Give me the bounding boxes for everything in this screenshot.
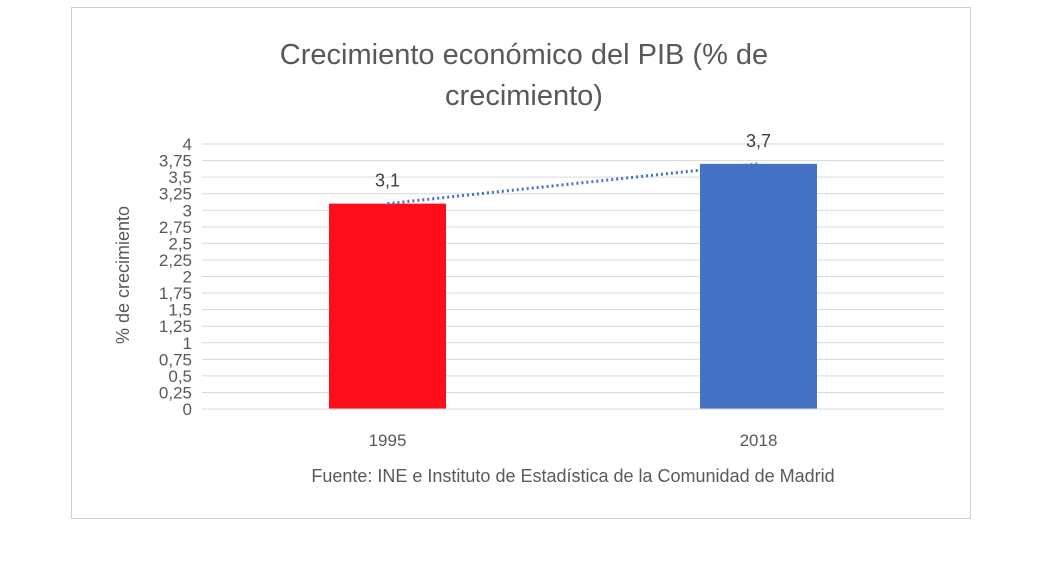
y-tick-label: 4 <box>183 135 192 154</box>
y-tick-label: 0,75 <box>159 350 192 369</box>
y-tick-label: 1,5 <box>168 301 192 320</box>
y-tick-label: 2,5 <box>168 234 192 253</box>
y-axis-title: % de crecimiento <box>113 206 133 344</box>
chart-svg: Crecimiento económico del PIB (% de crec… <box>113 39 944 486</box>
bar-1995 <box>329 203 446 409</box>
y-tick-label: 2,75 <box>159 218 192 237</box>
y-tick-label: 3,5 <box>168 168 192 187</box>
data-label-2018: 3,7 <box>746 131 771 151</box>
y-tick-label: 3,25 <box>159 185 192 204</box>
y-axis-tick-labels: 00,250,50,7511,251,51,7522,252,52,7533,2… <box>159 135 192 419</box>
gridlines <box>202 143 944 393</box>
chart-title-line-1: Crecimiento económico del PIB (% de <box>280 39 768 71</box>
y-tick-label: 1,75 <box>159 284 192 303</box>
x-axis-tick-labels: 1995 2018 <box>369 431 778 450</box>
source-note: Fuente: INE e Instituto de Estadística d… <box>311 466 834 486</box>
trendline-group <box>387 162 759 206</box>
bar-2018 <box>700 163 817 409</box>
y-tick-label: 0,5 <box>168 367 192 386</box>
x-tick-label: 1995 <box>369 431 407 450</box>
y-tick-label: 1,25 <box>159 317 192 336</box>
data-labels: 3,1 3,7 <box>375 131 771 191</box>
y-tick-label: 3,75 <box>159 152 192 171</box>
y-tick-label: 3 <box>183 201 192 220</box>
x-tick-label: 2018 <box>740 431 778 450</box>
y-tick-label: 0 <box>183 400 192 419</box>
y-tick-label: 1 <box>183 334 192 353</box>
chart-frame: Crecimiento económico del PIB (% de crec… <box>71 7 971 519</box>
y-tick-label: 0,25 <box>159 383 192 402</box>
chart-title-line-2: crecimiento) <box>445 80 603 112</box>
trendline <box>387 162 759 206</box>
bars <box>329 163 817 409</box>
y-tick-label: 2,25 <box>159 251 192 270</box>
data-label-1995: 3,1 <box>375 171 400 191</box>
y-tick-label: 2 <box>183 268 192 287</box>
